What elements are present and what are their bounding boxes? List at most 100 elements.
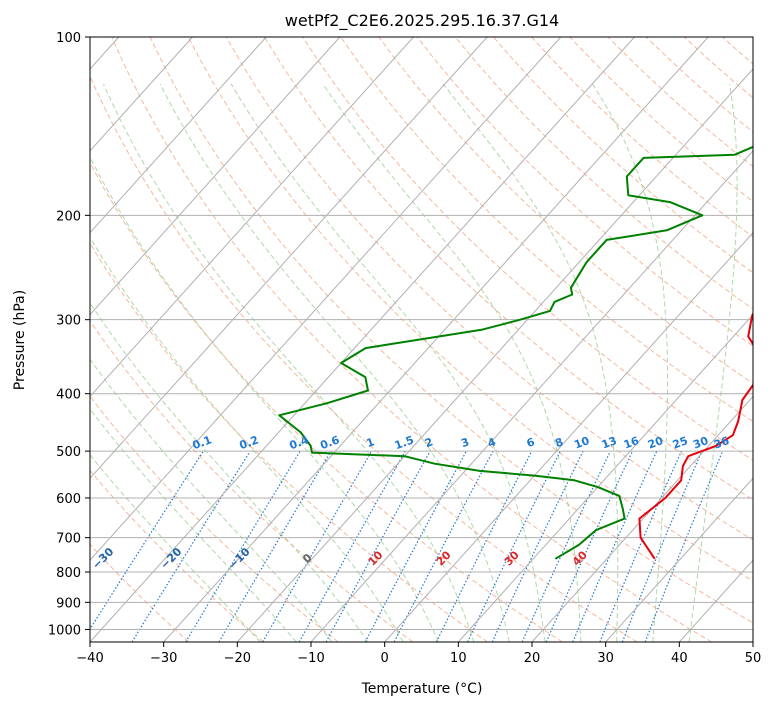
dry-adiabat-line bbox=[90, 161, 563, 642]
mixing-ratio-label: 8 bbox=[553, 435, 565, 450]
mixing-ratio-label: 1 bbox=[365, 435, 377, 450]
y-axis-label: Pressure (hPa) bbox=[12, 290, 28, 390]
isotherm-line bbox=[90, 37, 635, 642]
isotherm-line bbox=[605, 477, 753, 642]
isotherm-line bbox=[310, 150, 753, 642]
isotherm-line bbox=[384, 231, 753, 642]
moist-adiabat-line bbox=[102, 83, 475, 642]
y-tick-label: 800 bbox=[56, 566, 81, 581]
y-tick-label: 600 bbox=[56, 492, 81, 507]
moist-adiabat-line bbox=[322, 83, 582, 642]
mixing-ratio-label: 3 bbox=[459, 435, 471, 450]
mixing-ratio-line bbox=[185, 450, 301, 642]
x-tick-label: −10 bbox=[297, 651, 324, 666]
mixing-ratio-label: 4 bbox=[486, 435, 498, 450]
mixing-ratio-label: 0.6 bbox=[318, 433, 341, 452]
mixing-ratio-label: 30 bbox=[691, 434, 710, 452]
moist-adiabat-line bbox=[159, 83, 510, 642]
mixing-ratio-line bbox=[393, 450, 494, 642]
dry-adiabat-line bbox=[264, 37, 753, 501]
mixing-ratio-label: 1.5 bbox=[393, 433, 416, 452]
mixing-ratio-label: 36 bbox=[712, 434, 731, 452]
isotherm-line bbox=[90, 37, 562, 561]
moist-adiabats bbox=[90, 83, 738, 642]
mixing-ratio-label: 10 bbox=[572, 434, 591, 452]
moist-adiabat-line bbox=[442, 83, 619, 642]
mixing-ratio-line bbox=[621, 450, 703, 642]
mixing-ratio-line bbox=[491, 450, 584, 642]
mixing-ratio-line bbox=[572, 450, 658, 642]
mixing-ratio-label: 0.1 bbox=[191, 433, 214, 452]
skewed-isotherms bbox=[90, 37, 753, 642]
mixing-ratio-label: 13 bbox=[600, 434, 619, 451]
isotherm-line bbox=[90, 37, 267, 234]
x-tick-label: −20 bbox=[224, 651, 251, 666]
sounding-series bbox=[278, 145, 753, 560]
mixing-ratio-label: 0.4 bbox=[288, 433, 311, 452]
mixing-ratio-line bbox=[325, 450, 431, 642]
isotherm-line bbox=[457, 313, 753, 642]
mixing-ratio-line bbox=[599, 450, 682, 642]
dry-adiabat-line bbox=[90, 469, 264, 642]
x-tick-label: 40 bbox=[671, 651, 688, 666]
plot-frame bbox=[89, 36, 754, 643]
mixing-ratio-line bbox=[644, 450, 724, 642]
chart-title: wetPf2_C2E6.2025.295.16.37.G14 bbox=[285, 11, 559, 31]
x-axis-ticks: −40 −30 −20 −10 0 10 20 30 40 50 bbox=[76, 642, 761, 666]
moist-adiabat-line bbox=[688, 83, 738, 642]
dry-adiabat-line bbox=[90, 75, 638, 642]
mixing-ratio-label: 16 bbox=[622, 434, 641, 452]
y-tick-label: 200 bbox=[56, 209, 81, 224]
moist-adiabat-line bbox=[90, 408, 297, 642]
dry-adiabats bbox=[90, 37, 753, 642]
mixing-ratio-line bbox=[435, 450, 533, 642]
pressure-gridlines bbox=[90, 37, 753, 630]
mixing-ratio-line bbox=[364, 450, 467, 642]
moist-adiabat-line bbox=[90, 156, 439, 642]
x-tick-label: 50 bbox=[745, 651, 762, 666]
mixing-ratio-line bbox=[521, 450, 611, 642]
dry-adiabat-line bbox=[340, 37, 753, 423]
mixing-ratio-label: 2 bbox=[423, 435, 435, 450]
moist-adiabat-line bbox=[230, 83, 546, 642]
temperature-line bbox=[638, 312, 753, 560]
mixing-ratio-label: 0.2 bbox=[238, 433, 261, 452]
y-tick-label: 500 bbox=[56, 445, 81, 460]
y-axis-ticks: 100 200 300 400 500 600 700 800 900 1000 bbox=[48, 31, 90, 638]
isotherm-line bbox=[90, 37, 193, 152]
y-tick-label: 300 bbox=[56, 314, 81, 329]
moist-adiabat-line bbox=[90, 236, 404, 642]
mixing-ratio-line bbox=[90, 450, 204, 631]
x-tick-label: −40 bbox=[76, 651, 103, 666]
dry-adiabat-line bbox=[454, 37, 753, 310]
mixing-ratio-line bbox=[131, 450, 251, 642]
y-tick-label: 400 bbox=[56, 388, 81, 403]
mixing-ratio-lines bbox=[90, 450, 724, 642]
dry-adiabat-line bbox=[90, 395, 339, 642]
x-tick-label: 30 bbox=[597, 651, 614, 666]
x-tick-label: 10 bbox=[450, 651, 467, 666]
isotherm-line bbox=[90, 37, 341, 316]
x-tick-label: 0 bbox=[381, 651, 389, 666]
y-tick-label: 100 bbox=[56, 31, 81, 46]
dry-adiabat-line bbox=[90, 242, 488, 642]
moist-adiabat-line bbox=[90, 302, 369, 642]
dry-adiabat-line bbox=[149, 37, 753, 624]
y-tick-label: 1000 bbox=[48, 623, 81, 638]
x-tick-label: 20 bbox=[524, 651, 541, 666]
mixing-ratio-line bbox=[545, 450, 634, 642]
mixing-ratio-label: 25 bbox=[671, 434, 690, 451]
isotherm-line bbox=[90, 37, 488, 480]
mixing-ratio-line bbox=[298, 450, 406, 642]
dry-adiabat-line bbox=[416, 37, 753, 347]
x-tick-label: −30 bbox=[150, 651, 177, 666]
moist-adiabat-line bbox=[591, 83, 668, 642]
isotherm-line bbox=[163, 37, 709, 642]
isotherm-line bbox=[531, 395, 753, 642]
dewpoint-line bbox=[278, 145, 753, 560]
moist-adiabat-line bbox=[90, 454, 261, 642]
isotherm-line bbox=[236, 68, 753, 642]
y-tick-label: 900 bbox=[56, 596, 81, 611]
y-tick-label: 700 bbox=[56, 532, 81, 547]
